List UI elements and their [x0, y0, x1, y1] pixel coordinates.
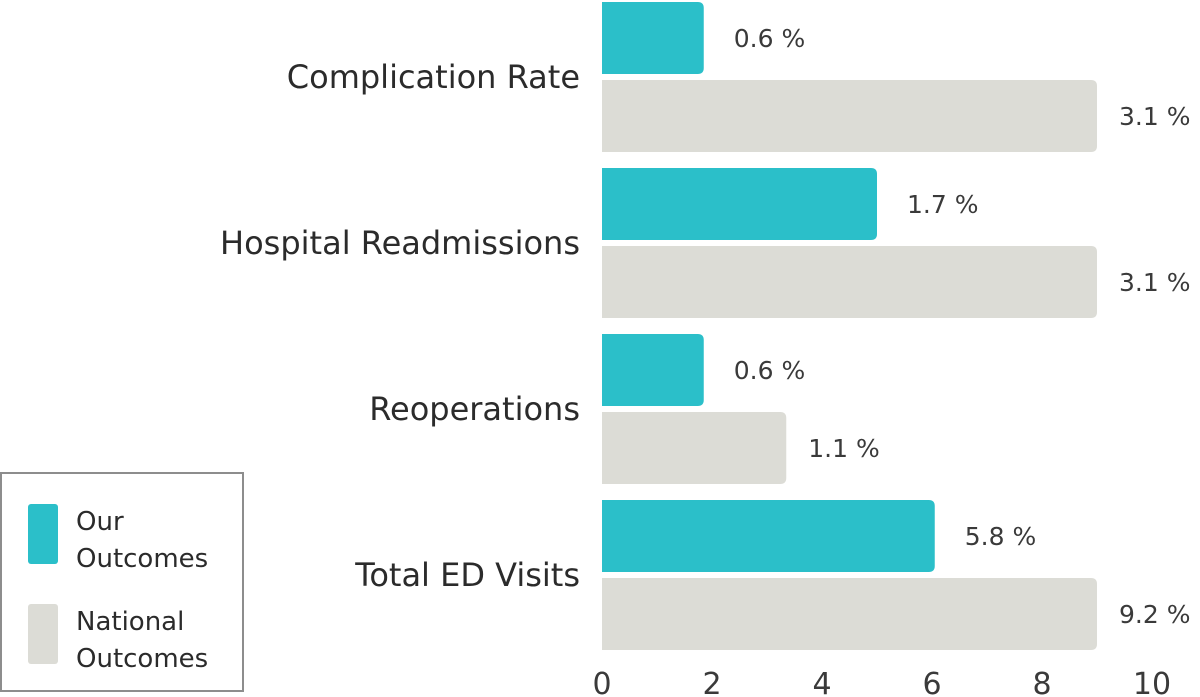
x-tick-label-4: 4 — [812, 667, 831, 697]
category-label-complication-rate: Complication Rate — [287, 58, 580, 96]
bar-our-outcomes-reoperations — [602, 334, 704, 406]
data-label-our-outcomes-hospital-readmissions: 1.7 % — [907, 190, 978, 219]
legend: Our Outcomes National Outcomes — [0, 472, 244, 692]
data-label-our-outcomes-reoperations: 0.6 % — [734, 356, 805, 385]
bar-our-outcomes-total-ed-visits — [602, 500, 935, 572]
legend-label-our-outcomes: Our Outcomes — [76, 507, 209, 574]
data-label-national-outcomes-complication-rate: 3.1 % — [1119, 102, 1190, 131]
legend-item-our-outcomes: Our Outcomes — [28, 504, 236, 578]
legend-swatch-national-outcomes — [28, 604, 58, 664]
bar-national-outcomes-reoperations — [602, 412, 787, 484]
legend-item-national-outcomes: National Outcomes — [28, 604, 236, 678]
x-tick-label-2: 2 — [702, 667, 721, 697]
x-tick-label-8: 8 — [1032, 667, 1051, 697]
legend-label-national-outcomes: National Outcomes — [76, 607, 209, 674]
data-label-our-outcomes-complication-rate: 0.6 % — [734, 24, 805, 53]
category-label-reoperations: Reoperations — [369, 390, 580, 428]
data-label-our-outcomes-total-ed-visits: 5.8 % — [965, 522, 1036, 551]
category-label-total-ed-visits: Total ED Visits — [354, 556, 580, 594]
x-tick-label-10: 10 — [1133, 667, 1171, 697]
legend-swatch-our-outcomes — [28, 504, 58, 564]
x-tick-label-0: 0 — [592, 667, 611, 697]
data-label-national-outcomes-reoperations: 1.1 % — [808, 434, 879, 463]
category-label-hospital-readmissions: Hospital Readmissions — [220, 224, 580, 262]
bar-national-outcomes-hospital-readmissions — [602, 246, 1097, 318]
bar-our-outcomes-hospital-readmissions — [602, 168, 877, 240]
x-tick-label-6: 6 — [922, 667, 941, 697]
data-label-national-outcomes-hospital-readmissions: 3.1 % — [1119, 268, 1190, 297]
bar-our-outcomes-complication-rate — [602, 2, 704, 74]
bar-national-outcomes-total-ed-visits — [602, 578, 1097, 650]
data-label-national-outcomes-total-ed-visits: 9.2 % — [1119, 600, 1190, 629]
bar-national-outcomes-complication-rate — [602, 80, 1097, 152]
